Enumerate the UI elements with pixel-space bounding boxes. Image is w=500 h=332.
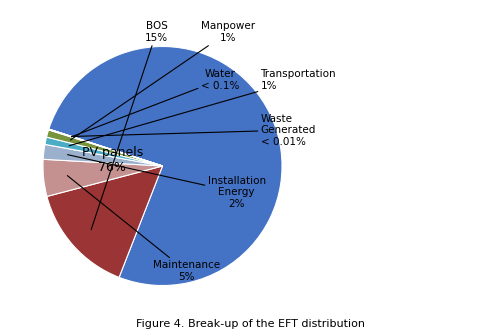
Text: Maintenance
5%: Maintenance 5%: [68, 176, 220, 282]
Text: PV panels
76%: PV panels 76%: [82, 146, 143, 174]
Text: Figure 4. Break-up of the EFT distribution: Figure 4. Break-up of the EFT distributi…: [136, 319, 364, 329]
Wedge shape: [49, 46, 282, 286]
Text: Water
< 0.1%: Water < 0.1%: [72, 69, 239, 137]
Text: Waste
Generated
< 0.01%: Waste Generated < 0.01%: [72, 114, 316, 147]
Wedge shape: [49, 129, 162, 166]
Wedge shape: [48, 129, 162, 166]
Wedge shape: [47, 166, 162, 277]
Text: Manpower
1%: Manpower 1%: [70, 21, 256, 140]
Wedge shape: [45, 137, 162, 166]
Wedge shape: [46, 130, 162, 166]
Wedge shape: [43, 144, 162, 166]
Wedge shape: [43, 159, 162, 197]
Text: Installation
Energy
2%: Installation Energy 2%: [68, 155, 266, 209]
Text: Transportation
1%: Transportation 1%: [69, 69, 336, 146]
Text: BOS
15%: BOS 15%: [91, 21, 168, 230]
